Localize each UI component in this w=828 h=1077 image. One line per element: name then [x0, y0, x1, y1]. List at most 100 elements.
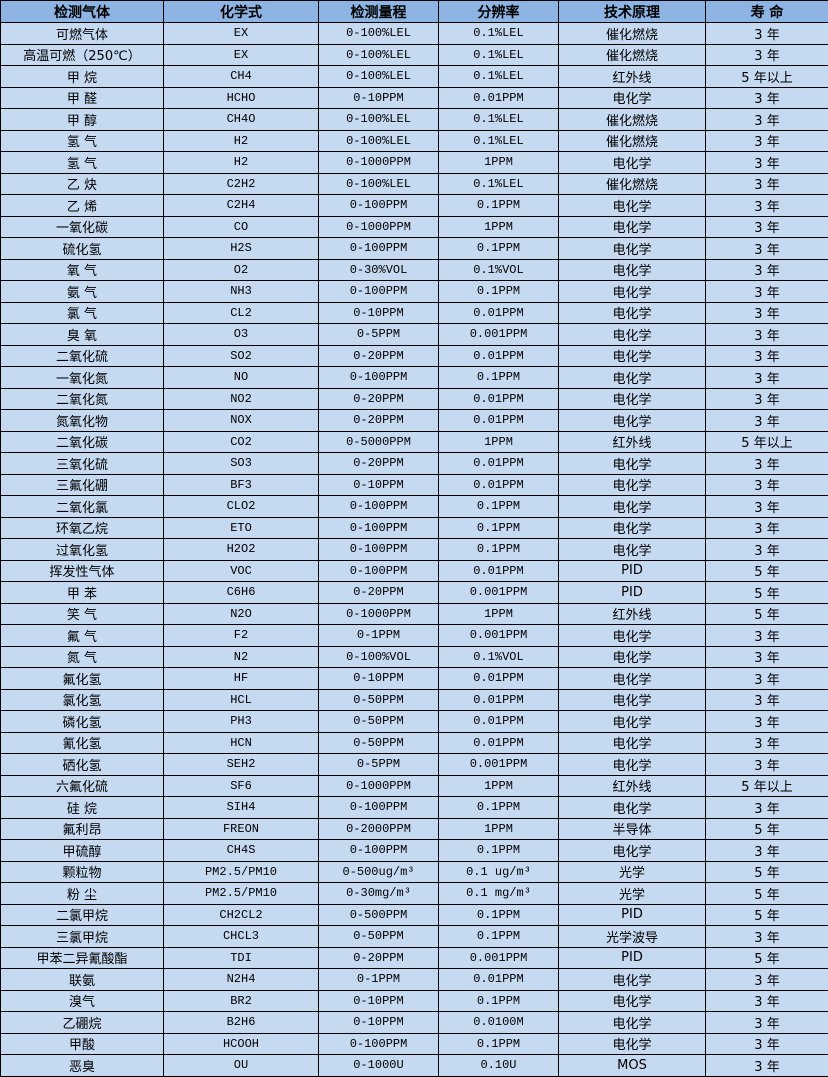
resolution-cell: 0.001PPM [439, 324, 559, 346]
gas-cell: 溴气 [1, 990, 164, 1012]
resolution-cell: 0.001PPM [439, 582, 559, 604]
resolution-cell: 0.1PPM [439, 496, 559, 518]
resolution-cell: 0.1%VOL [439, 646, 559, 668]
principle-cell: 电化学 [559, 625, 706, 647]
lifetime-cell: 5 年 [706, 603, 828, 625]
gas-cell: 乙硼烷 [1, 1012, 164, 1034]
range-cell: 0-10PPM [319, 474, 439, 496]
header-resolution: 分辨率 [439, 1, 559, 23]
lifetime-cell: 3 年 [706, 668, 828, 690]
formula-cell: FREON [164, 818, 319, 840]
range-cell: 0-50PPM [319, 689, 439, 711]
resolution-cell: 0.1%VOL [439, 259, 559, 281]
formula-cell: CH2CL2 [164, 904, 319, 926]
range-cell: 0-500PPM [319, 904, 439, 926]
principle-cell: 半导体 [559, 818, 706, 840]
lifetime-cell: 3 年 [706, 388, 828, 410]
header-lifetime: 寿 命 [706, 1, 828, 23]
formula-cell: H2O2 [164, 539, 319, 561]
gas-cell: 三氟化硼 [1, 474, 164, 496]
lifetime-cell: 3 年 [706, 324, 828, 346]
principle-cell: 电化学 [559, 990, 706, 1012]
resolution-cell: 0.001PPM [439, 625, 559, 647]
resolution-cell: 0.01PPM [439, 668, 559, 690]
lifetime-cell: 5 年以上 [706, 775, 828, 797]
lifetime-cell: 5 年 [706, 861, 828, 883]
resolution-cell: 0.1PPM [439, 990, 559, 1012]
gas-cell: 甲 醇 [1, 109, 164, 131]
resolution-cell: 0.1 mg/m³ [439, 883, 559, 905]
resolution-cell: 0.01PPM [439, 969, 559, 991]
range-cell: 0-100PPM [319, 367, 439, 389]
principle-cell: 光学 [559, 883, 706, 905]
lifetime-cell: 3 年 [706, 539, 828, 561]
gas-cell: 高温可燃（250℃） [1, 44, 164, 66]
principle-cell: 电化学 [559, 689, 706, 711]
range-cell: 0-30%VOL [319, 259, 439, 281]
lifetime-cell: 3 年 [706, 345, 828, 367]
resolution-cell: 0.1%LEL [439, 44, 559, 66]
gas-cell: 甲 烷 [1, 66, 164, 88]
header-principle: 技术原理 [559, 1, 706, 23]
lifetime-cell: 5 年 [706, 883, 828, 905]
principle-cell: PID [559, 947, 706, 969]
gas-cell: 氢 气 [1, 130, 164, 152]
gas-cell: 联氨 [1, 969, 164, 991]
principle-cell: 电化学 [559, 474, 706, 496]
resolution-cell: 1PPM [439, 775, 559, 797]
principle-cell: 电化学 [559, 410, 706, 432]
lifetime-cell: 3 年 [706, 216, 828, 238]
range-cell: 0-5PPM [319, 324, 439, 346]
formula-cell: SO2 [164, 345, 319, 367]
gas-cell: 氮 气 [1, 646, 164, 668]
formula-cell: H2 [164, 130, 319, 152]
lifetime-cell: 3 年 [706, 840, 828, 862]
resolution-cell: 0.0100M [439, 1012, 559, 1034]
gas-cell: 氟利昂 [1, 818, 164, 840]
resolution-cell: 0.01PPM [439, 732, 559, 754]
resolution-cell: 0.1PPM [439, 195, 559, 217]
formula-cell: N2O [164, 603, 319, 625]
resolution-cell: 1PPM [439, 603, 559, 625]
gas-cell: 挥发性气体 [1, 560, 164, 582]
lifetime-cell: 3 年 [706, 926, 828, 948]
formula-cell: O3 [164, 324, 319, 346]
lifetime-cell: 3 年 [706, 44, 828, 66]
resolution-cell: 0.1PPM [439, 517, 559, 539]
range-cell: 0-100%LEL [319, 173, 439, 195]
resolution-cell: 0.01PPM [439, 560, 559, 582]
formula-cell: H2 [164, 152, 319, 174]
lifetime-cell: 5 年 [706, 560, 828, 582]
range-cell: 0-20PPM [319, 410, 439, 432]
formula-cell: CH4S [164, 840, 319, 862]
gas-cell: 甲 醛 [1, 87, 164, 109]
gas-cell: 氨 气 [1, 281, 164, 303]
principle-cell: 电化学 [559, 539, 706, 561]
formula-cell: CLO2 [164, 496, 319, 518]
gas-cell: 可燃气体 [1, 23, 164, 45]
gas-cell: 三氯甲烷 [1, 926, 164, 948]
formula-cell: BF3 [164, 474, 319, 496]
principle-cell: 催化燃烧 [559, 44, 706, 66]
range-cell: 0-1PPM [319, 625, 439, 647]
resolution-cell: 0.001PPM [439, 947, 559, 969]
principle-cell: 红外线 [559, 775, 706, 797]
principle-cell: PID [559, 582, 706, 604]
resolution-cell: 0.01PPM [439, 302, 559, 324]
principle-cell: 电化学 [559, 797, 706, 819]
range-cell: 0-100PPM [319, 281, 439, 303]
principle-cell: 光学波导 [559, 926, 706, 948]
